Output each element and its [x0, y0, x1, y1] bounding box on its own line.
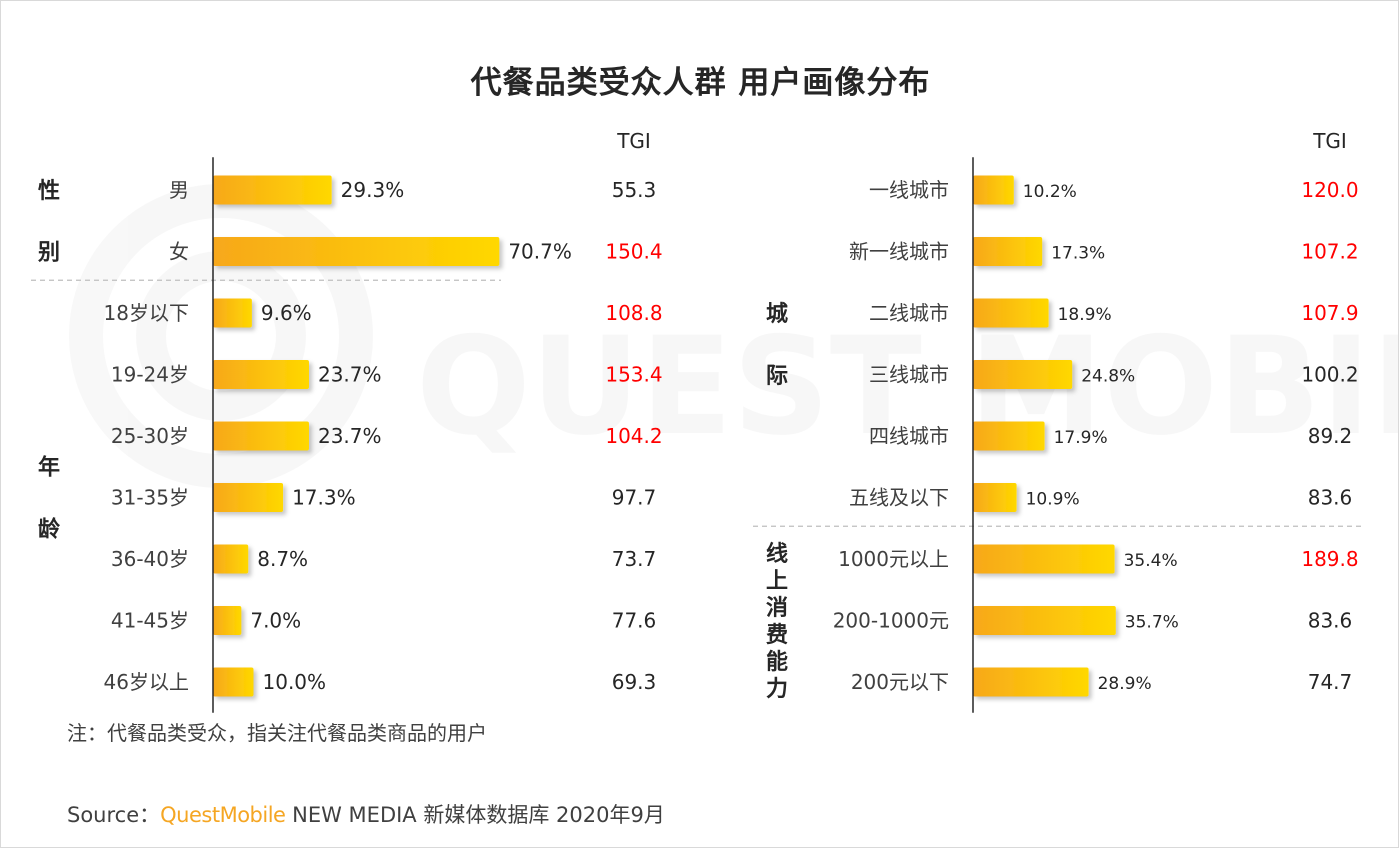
- left-bar: [213, 360, 309, 389]
- right-bar: [973, 483, 1017, 512]
- left-group-label-char: 性: [38, 179, 60, 204]
- right-value-label: 35.7%: [1125, 613, 1179, 633]
- left-value-label: 23.7%: [318, 424, 382, 448]
- right-tgi-value: 83.6: [1308, 609, 1353, 633]
- left-bar: [213, 237, 500, 266]
- right-group-label-char: 费: [766, 623, 788, 648]
- right-bar: [973, 667, 1089, 697]
- right-value-label: 10.9%: [1026, 490, 1080, 510]
- left-bar: [213, 544, 249, 574]
- right-group-label-char: 线: [766, 541, 788, 567]
- right-tgi-value: 189.8: [1301, 547, 1358, 571]
- right-category-label: 1000元以上: [838, 547, 949, 571]
- left-bar: [213, 667, 254, 697]
- right-tgi-value: 100.2: [1301, 363, 1358, 387]
- left-tgi-value: 104.2: [605, 424, 662, 448]
- left-bar: [213, 421, 309, 451]
- right-tgi-value: 107.2: [1301, 240, 1358, 264]
- left-group-label-char: 年: [38, 455, 60, 481]
- right-category-label: 四线城市: [869, 424, 949, 448]
- page-title: 代餐品类受众人群 用户画像分布: [470, 65, 931, 101]
- left-tgi-value: 108.8: [605, 301, 662, 325]
- source-suffix: NEW MEDIA 新媒体数据库 2020年9月: [285, 803, 665, 827]
- right-bar: [973, 606, 1116, 635]
- right-value-label: 28.9%: [1098, 674, 1152, 694]
- left-group-label-char: 别: [37, 241, 60, 266]
- left-value-label: 9.6%: [261, 301, 312, 325]
- left-tgi-value: 55.3: [612, 178, 657, 202]
- left-category-label: 31-35岁: [111, 486, 189, 510]
- left-tgi-value: 97.7: [612, 486, 657, 510]
- right-tgi-value: 120.0: [1301, 178, 1358, 202]
- left-tgi-value: 73.7: [612, 547, 657, 571]
- left-category-label: 25-30岁: [111, 424, 189, 448]
- right-bar: [973, 421, 1045, 451]
- right-category-label: 二线城市: [869, 301, 949, 325]
- right-group-label-char: 能: [766, 649, 788, 675]
- left-category-label: 36-40岁: [111, 547, 189, 571]
- right-tgi-value: 107.9: [1301, 301, 1358, 325]
- right-value-label: 10.2%: [1023, 182, 1077, 202]
- left-tgi-value: 153.4: [605, 363, 662, 387]
- right-bar: [973, 298, 1049, 328]
- left-tgi-value: 150.4: [605, 240, 662, 264]
- right-category-label: 一线城市: [869, 178, 949, 202]
- right-bar: [973, 237, 1043, 266]
- right-tgi-value: 74.7: [1308, 670, 1353, 694]
- left-value-label: 17.3%: [292, 486, 356, 510]
- right-category-label: 五线及以下: [849, 486, 949, 510]
- right-tgi-header: TGI: [1312, 129, 1347, 153]
- right-tgi-value: 89.2: [1308, 424, 1353, 448]
- watermark-text: QUEST MOBILE: [416, 308, 1399, 465]
- left-tgi-value: 69.3: [612, 670, 657, 694]
- left-group-label-char: 龄: [38, 517, 61, 543]
- right-group-label-char: 上: [766, 569, 788, 594]
- right-value-label: 18.9%: [1058, 305, 1112, 325]
- right-bar: [973, 175, 1014, 205]
- right-bar: [973, 360, 1073, 389]
- right-category-label: 新一线城市: [849, 240, 949, 264]
- left-value-label: 7.0%: [250, 609, 301, 633]
- left-category-label: 男: [169, 178, 189, 202]
- left-category-label: 41-45岁: [111, 609, 189, 633]
- left-tgi-header: TGI: [616, 129, 651, 153]
- right-category-label: 三线城市: [869, 363, 949, 387]
- right-tgi-value: 83.6: [1308, 486, 1353, 510]
- left-bar: [213, 298, 252, 328]
- footnote: 注：代餐品类受众，指关注代餐品类商品的用户: [67, 721, 487, 745]
- left-value-label: 29.3%: [341, 178, 405, 202]
- right-group-label-char: 城: [766, 301, 788, 327]
- left-category-label: 19-24岁: [111, 363, 189, 387]
- left-value-label: 23.7%: [318, 363, 382, 387]
- source-line: Source：QuestMobile NEW MEDIA 新媒体数据库 2020…: [67, 799, 665, 829]
- right-category-label: 200-1000元: [833, 609, 949, 633]
- source-brand: QuestMobile: [160, 803, 286, 827]
- right-value-label: 17.9%: [1054, 428, 1108, 448]
- left-category-label: 46岁以上: [104, 670, 189, 694]
- right-value-label: 35.4%: [1124, 551, 1178, 571]
- left-value-label: 70.7%: [508, 240, 572, 264]
- left-tgi-value: 77.6: [612, 609, 657, 633]
- left-category-label: 18岁以下: [104, 301, 189, 325]
- left-bar: [213, 483, 284, 512]
- left-bar: [213, 175, 332, 205]
- left-value-label: 10.0%: [263, 670, 327, 694]
- right-group-label-char: 际: [766, 364, 788, 389]
- left-bar: [213, 606, 242, 635]
- right-bar: [973, 544, 1115, 574]
- right-value-label: 24.8%: [1081, 367, 1135, 387]
- right-value-label: 17.3%: [1051, 244, 1105, 264]
- right-group-label-char: 消: [766, 596, 788, 621]
- left-value-label: 8.7%: [257, 547, 308, 571]
- source-prefix: Source：: [67, 803, 161, 827]
- left-category-label: 女: [169, 240, 189, 264]
- right-category-label: 200元以下: [851, 670, 949, 694]
- right-group-label-char: 力: [766, 677, 788, 702]
